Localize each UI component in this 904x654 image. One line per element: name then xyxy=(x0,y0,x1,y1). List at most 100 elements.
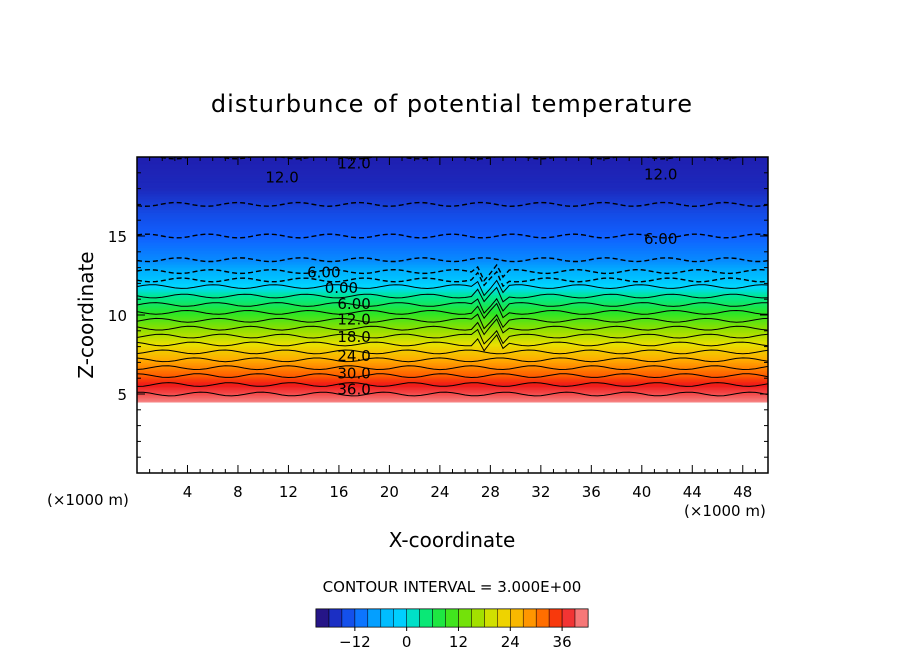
contour-line-negative xyxy=(137,270,768,288)
heatmap-band xyxy=(137,288,768,291)
colorbar-segment xyxy=(510,608,524,628)
colorbar-segment xyxy=(458,608,472,628)
heatmap-band xyxy=(137,196,768,199)
contour-line xyxy=(137,349,768,355)
contour-line xyxy=(137,279,768,297)
heatmap-band xyxy=(137,256,768,259)
colorbar-segment xyxy=(341,608,356,628)
heatmap-band xyxy=(137,378,768,381)
heatmap-band xyxy=(137,232,768,236)
heatmap-band xyxy=(137,169,768,172)
contour-line xyxy=(137,313,768,330)
heatmap-band xyxy=(137,185,768,188)
colorbar-segment xyxy=(419,608,433,628)
heatmap-band xyxy=(137,272,768,275)
heatmap-band xyxy=(137,330,768,333)
heatmap-band xyxy=(137,243,768,247)
heatmap-band xyxy=(137,202,768,205)
contour-label: 18.0 xyxy=(337,328,370,346)
heatmap-band xyxy=(137,166,768,169)
heatmap-band xyxy=(137,280,768,283)
heatmap-band xyxy=(137,292,768,296)
x-tick-label: 12 xyxy=(279,483,298,501)
heatmap-band xyxy=(137,310,768,313)
heatmap-band xyxy=(137,297,768,300)
heatmap-band xyxy=(137,360,768,363)
colorbar-tick-label: 12 xyxy=(449,633,468,651)
heatmap-band xyxy=(137,191,768,194)
heatmap-band xyxy=(137,305,768,308)
contour-line xyxy=(137,318,768,336)
heatmap-band xyxy=(137,215,768,218)
heatmap-band xyxy=(137,229,768,232)
contour-label: 24.0 xyxy=(337,347,370,365)
colorbar-segment xyxy=(328,608,343,628)
heatmap-band xyxy=(137,190,768,193)
contour-label: 12.0 xyxy=(265,169,298,187)
colorbar-segment xyxy=(354,608,369,628)
heatmap-band xyxy=(137,356,768,359)
heatmap-band xyxy=(137,398,768,401)
contour-label: 6.00 xyxy=(644,230,677,248)
heatmap-band xyxy=(137,319,768,322)
colorbar-segment xyxy=(471,608,485,628)
heatmap-band xyxy=(137,299,768,302)
heatmap-band xyxy=(137,375,768,378)
colorbar-segment xyxy=(432,608,446,628)
heatmap-band xyxy=(137,207,768,210)
heatmap-band xyxy=(137,322,768,326)
heatmap-band xyxy=(137,205,768,209)
heatmap-band xyxy=(137,160,768,163)
heatmap-band xyxy=(137,261,768,264)
heatmap-band xyxy=(137,213,768,217)
heatmap-band xyxy=(137,338,768,341)
heatmap-band xyxy=(137,199,768,202)
heatmap-band xyxy=(137,329,768,332)
contour-line xyxy=(137,333,768,352)
heatmap-band xyxy=(137,277,768,280)
heatmap-band xyxy=(137,362,768,365)
heatmap-band xyxy=(137,212,768,215)
contour-line xyxy=(137,302,768,320)
x-tick-label: 8 xyxy=(233,483,243,501)
heatmap-band xyxy=(137,376,768,379)
heatmap-band xyxy=(137,303,768,307)
y-axis-ticks: 5 10 15 xyxy=(108,172,768,458)
heatmap-band xyxy=(137,275,768,278)
heatmap-band xyxy=(137,332,768,335)
contour-label: 12.0 xyxy=(337,154,370,172)
heatmap-band xyxy=(137,183,768,187)
heatmap-band xyxy=(137,164,768,168)
heatmap-band xyxy=(137,201,768,204)
heatmap-band xyxy=(137,174,768,177)
contour-line xyxy=(137,373,768,379)
heatmap-band xyxy=(137,266,768,269)
heatmap-band xyxy=(137,359,768,362)
heatmap-band xyxy=(137,242,768,245)
heatmap-band xyxy=(137,161,768,164)
heatmap-band xyxy=(137,239,768,242)
heatmap-band xyxy=(137,278,768,281)
heatmap-band xyxy=(137,253,768,256)
heatmap-band xyxy=(137,171,768,174)
x-tick-label: 44 xyxy=(683,483,702,501)
heatmap-band xyxy=(137,188,768,191)
colorbar-segment xyxy=(380,608,395,628)
x-tick-label: 40 xyxy=(632,483,651,501)
heatmap-band xyxy=(137,354,768,357)
heatmap-band xyxy=(137,259,768,262)
heatmap-band xyxy=(137,381,768,384)
heatmap-band xyxy=(137,394,768,397)
heatmap-band xyxy=(137,333,768,337)
contour-interval-label: CONTOUR INTERVAL = 3.000E+00 xyxy=(323,578,582,596)
heatmap-band xyxy=(137,168,768,171)
heatmap-band xyxy=(137,349,768,352)
x-axis-ticks: 4 8 12 16 20 24 28 32 36 40 44 48 xyxy=(149,157,756,501)
heatmap-band xyxy=(137,335,768,338)
heatmap-band xyxy=(137,370,768,373)
y-tick-label: 5 xyxy=(117,386,127,404)
heatmap-band xyxy=(137,218,768,221)
heatmap-band xyxy=(137,217,768,220)
heatmap-band xyxy=(137,382,768,386)
heatmap-band xyxy=(137,379,768,382)
